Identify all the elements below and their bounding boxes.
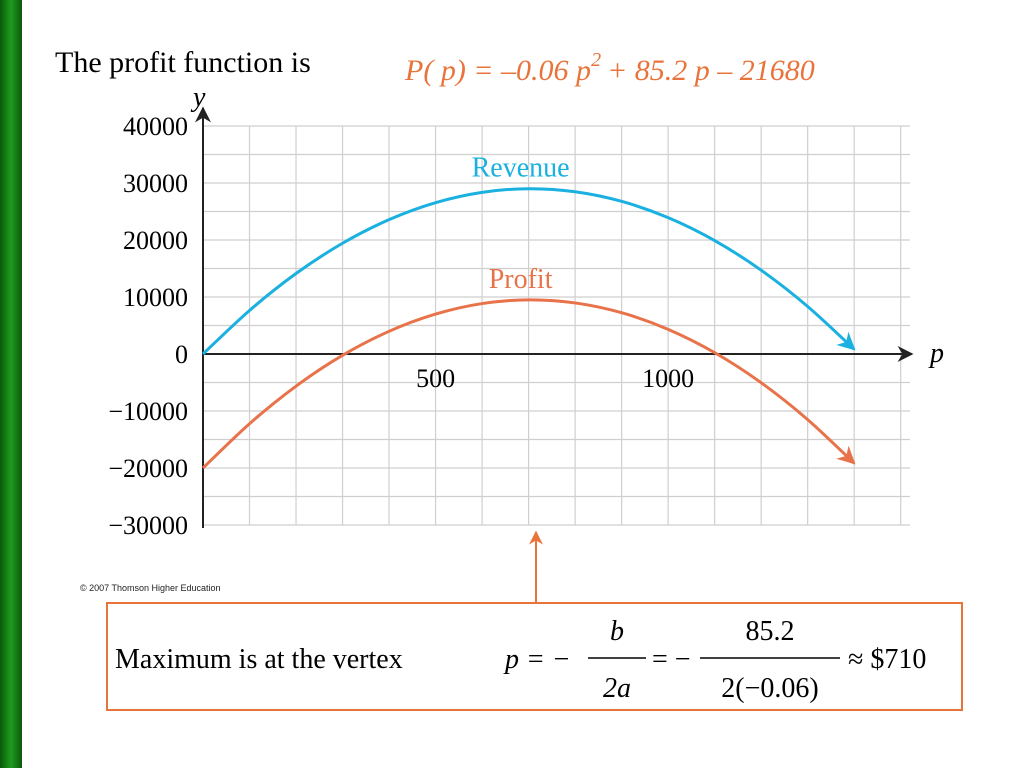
callout: Maximum is at the vertex p = − b 2a = − … [115, 616, 926, 704]
y-tick-label: −10000 [108, 397, 188, 426]
callout-lhs: p = − [503, 644, 571, 675]
fraction-numerator: 85.2 [746, 616, 795, 647]
callout-eq: = − [652, 644, 691, 675]
y-tick-label: 0 [175, 340, 188, 369]
y-tick-label: 30000 [123, 169, 188, 198]
heading: The profit function is [55, 46, 311, 79]
chart: p y −30000 −20000 −10000 0 10000 20000 30000 4000… [108, 82, 944, 540]
fraction-denominator: 2a [603, 673, 631, 704]
x-tick-label: 1000 [642, 364, 694, 393]
y-tick-label: 40000 [123, 112, 188, 141]
side-bar [0, 0, 22, 768]
y-tick-label: 10000 [123, 283, 188, 312]
fraction-numerator: b [610, 616, 624, 647]
callout-result: ≈ $710 [848, 644, 926, 675]
y-tick-label: −30000 [108, 511, 188, 540]
formula-part: + 85.2 p – 21680 [607, 54, 815, 87]
line-series [201, 298, 856, 470]
y-axis-label: y [190, 82, 206, 113]
y-tick-label: −20000 [108, 454, 188, 483]
formula: P( p) = –0.06 p2 + 85.2 p – 21680 [404, 49, 815, 87]
callout-box [106, 602, 963, 711]
formula-exponent: 2 [591, 49, 601, 71]
x-tick-label: 500 [416, 364, 455, 393]
x-axis-label: p [928, 338, 944, 369]
fraction-denominator: 2(−0.06) [721, 673, 818, 704]
series-label: Revenue [472, 153, 570, 184]
copyright: © 2007 Thomson Higher Education [80, 583, 221, 593]
line-series [201, 187, 856, 356]
series-label: Profit [489, 264, 553, 295]
callout-text: Maximum is at the vertex [115, 644, 403, 675]
y-tick-label: 20000 [123, 226, 188, 255]
formula-part: P( p) = –0.06 p [404, 54, 591, 87]
